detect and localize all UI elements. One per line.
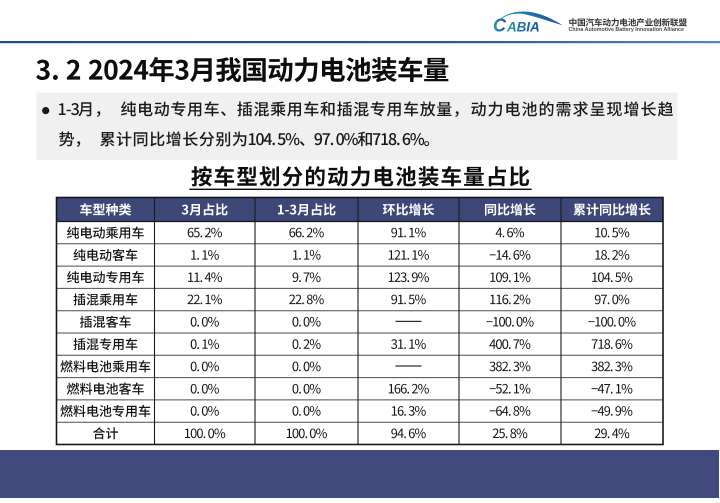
svg-text:ABIA: ABIA — [506, 20, 540, 35]
svg-text:China Automotive Battery Innov: China Automotive Battery Innovation Alli… — [569, 27, 685, 33]
svg-text:C: C — [493, 16, 507, 36]
